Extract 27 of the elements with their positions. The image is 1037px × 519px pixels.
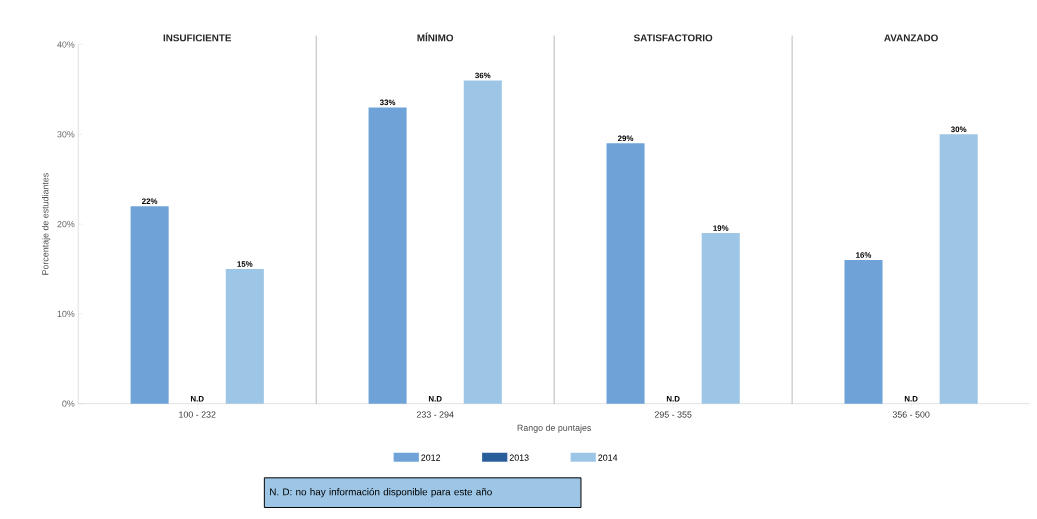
bar xyxy=(701,232,740,404)
x-tick-label: 233 - 294 xyxy=(416,411,454,418)
text: SATISFACTORIO xyxy=(633,34,713,42)
y-tick-label: 0% xyxy=(62,400,75,407)
bar xyxy=(225,268,264,404)
legend-label: 2014 xyxy=(598,454,618,461)
text: MÍNIMO xyxy=(417,32,454,42)
y-tick-label: 40% xyxy=(57,41,75,48)
x-axis-title: Rango de puntajes xyxy=(517,424,592,433)
y-tick-label: 20% xyxy=(57,220,75,228)
text: INSUFICIENTE xyxy=(163,34,232,42)
bar xyxy=(130,205,169,404)
y-tick-label: 10% xyxy=(57,310,75,317)
x-tick-label: 295 - 355 xyxy=(654,411,692,418)
text: N. D: no hay información disponible para este año xyxy=(270,487,492,498)
x-tick-label: 100 - 232 xyxy=(179,411,216,418)
y-axis-title: Porcentaje de estudiantes xyxy=(41,172,51,275)
bar xyxy=(606,143,645,404)
legend-label: 2012 xyxy=(421,454,441,461)
y-tick-label: 30% xyxy=(57,130,75,138)
x-tick-label: 356 - 500 xyxy=(892,411,930,418)
legend-label: 2013 xyxy=(509,454,529,461)
bar xyxy=(463,80,502,404)
bar xyxy=(844,259,883,404)
bar xyxy=(368,107,407,404)
text: AVANZADO xyxy=(884,34,938,42)
bar xyxy=(939,134,978,404)
